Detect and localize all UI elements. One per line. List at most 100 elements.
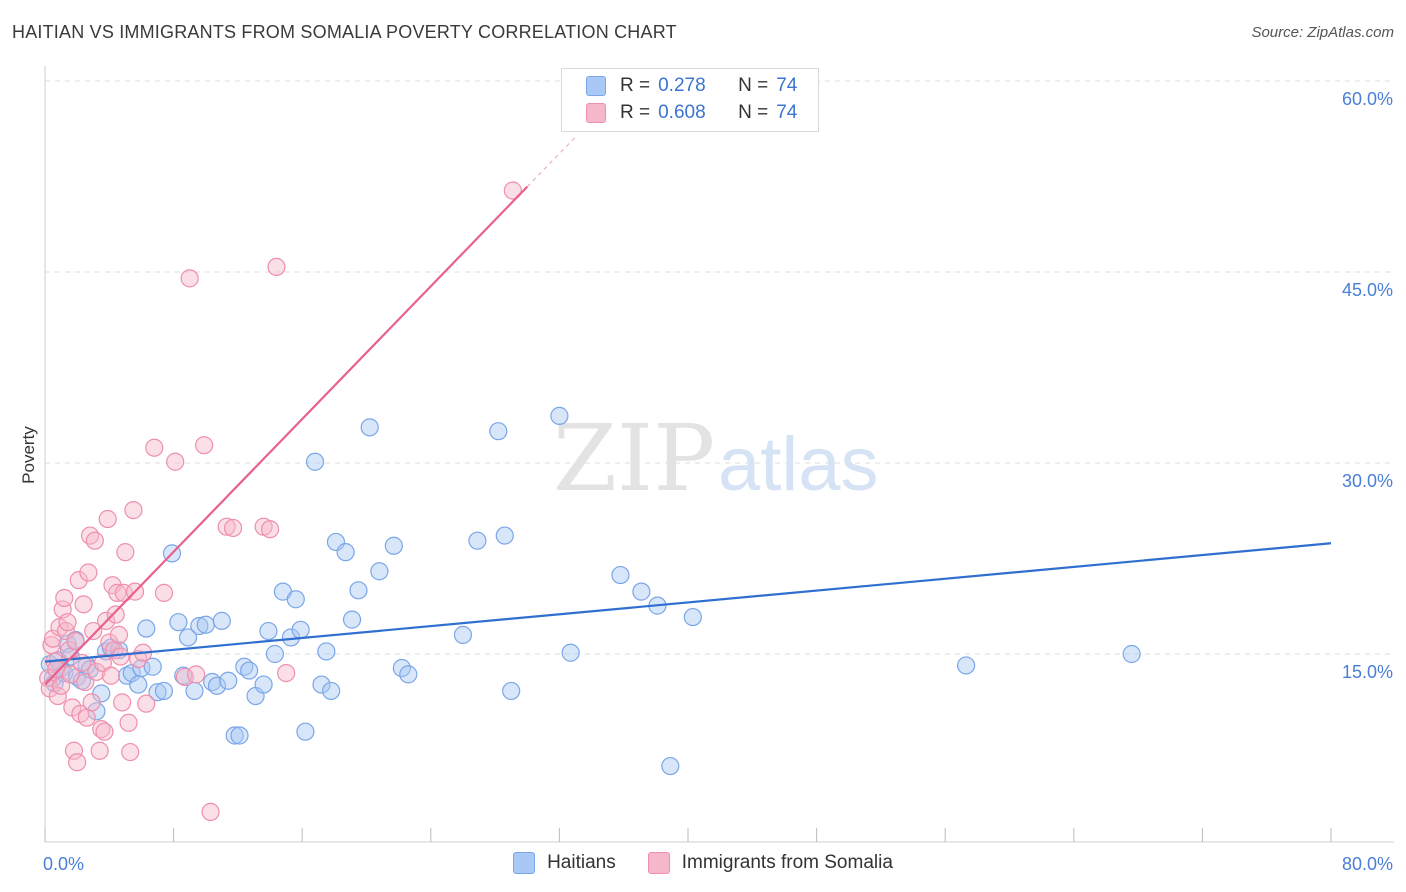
legend-r-value: 0.608 [658, 102, 706, 123]
haitians-point-63 [453, 625, 473, 645]
somalia-trend-extension [526, 136, 576, 188]
haitians-point-49 [296, 722, 315, 741]
somalia-point-56 [154, 583, 174, 602]
pink-swatch [647, 852, 670, 874]
haitians-point-65 [489, 422, 508, 441]
haitians-point-43 [259, 621, 278, 641]
somalia-point-61 [195, 436, 214, 455]
somalia-point-22 [74, 595, 93, 614]
x-tick-label-0: 0.0% [43, 854, 84, 874]
somalia-point-17 [66, 632, 85, 651]
somalia-point-50 [124, 501, 143, 520]
somalia-point-68 [277, 663, 296, 683]
somalia-point-18 [68, 753, 87, 772]
somalia-point-64 [223, 518, 243, 538]
haitians-point-20 [129, 675, 148, 694]
legend-n-label: N = [738, 102, 769, 123]
haitians-point-48 [291, 620, 310, 639]
somalia-point-34 [95, 722, 114, 741]
y-tick-label-2: 45.0% [1342, 280, 1393, 300]
haitians-point-25 [154, 681, 174, 701]
haitians-point-66 [495, 526, 514, 545]
haitians-point-75 [956, 656, 976, 675]
pink-swatch [586, 103, 606, 123]
gridlines [45, 80, 1394, 655]
somalia-point-48 [119, 713, 138, 732]
source-label: Source: ZipAtlas.com [1251, 24, 1394, 41]
haitians-point-64 [468, 531, 487, 550]
somalia-point-69 [503, 181, 522, 200]
haitians-point-37 [225, 726, 244, 745]
haitians-point-40 [240, 661, 259, 680]
somalia-point-12 [58, 613, 77, 632]
y-tick-label-1: 30.0% [1342, 471, 1393, 491]
correlation-legend: R = 0.278 N = 74 R = 0.608 N = 74 [561, 68, 819, 132]
somalia-point-6 [48, 686, 67, 706]
somalia-point-10 [55, 588, 74, 608]
legend-n-value: 74 [776, 102, 798, 123]
somalia-point-31 [90, 741, 109, 760]
axes [44, 66, 1394, 843]
haitians-point-67 [502, 681, 521, 701]
legend-r-value: 0.278 [658, 75, 706, 96]
haitians-point-69 [561, 643, 580, 662]
somalia-point-67 [267, 257, 286, 277]
somalia-point-59 [180, 269, 199, 288]
haitians-point-52 [317, 642, 336, 661]
haitians-point-55 [336, 543, 355, 562]
somalia-point-14 [61, 665, 80, 684]
somalia-point-60 [187, 665, 206, 684]
legend-item-haitians[interactable]: Haitians [513, 852, 616, 874]
watermark-zip: ZIP [553, 405, 715, 512]
somalia-point-55 [145, 438, 164, 457]
haitians-point-60 [384, 536, 403, 555]
somalia-point-45 [113, 693, 132, 712]
somalia-point-47 [116, 543, 135, 562]
haitians-point-27 [169, 613, 188, 632]
somalia-point-19 [69, 571, 88, 590]
haitians-point-44 [265, 644, 284, 664]
haitians-point-35 [212, 611, 231, 630]
somalia-point-25 [79, 563, 98, 582]
haitians-point-51 [312, 675, 331, 694]
haitians-point-24 [148, 683, 167, 702]
haitians-point-73 [661, 756, 680, 776]
haitians-point-76 [1122, 644, 1141, 664]
somalia-point-30 [87, 662, 106, 681]
somalia-point-44 [111, 647, 130, 666]
y-axis-label: Poverty [19, 426, 38, 484]
haitians-point-58 [360, 418, 379, 437]
somalia-point-32 [92, 720, 111, 739]
haitians-point-47 [286, 590, 305, 609]
y-tick-label-3: 60.0% [1342, 89, 1393, 109]
somalia-point-54 [137, 694, 156, 713]
somalia-point-16 [64, 741, 84, 760]
haitians-trend-line [44, 542, 1332, 663]
tick-labels: 15.0% 30.0% 45.0% 60.0% 0.0% 80.0% [43, 89, 1393, 874]
haitians-point-29 [178, 628, 198, 647]
haitians-point-74 [683, 607, 702, 627]
watermark: ZIP atlas [553, 405, 879, 512]
y-tick-label-0: 15.0% [1342, 662, 1393, 682]
somalia-point-58 [175, 667, 194, 687]
haitians-point-31 [190, 616, 209, 636]
somalia-point-29 [85, 531, 104, 550]
legend-row-somalia: R = 0.608 N = 74 [586, 101, 797, 125]
haitians-point-53 [322, 681, 341, 701]
legend-item-somalia[interactable]: Immigrants from Somalia [647, 852, 893, 874]
somalia-point-27 [82, 693, 101, 712]
somalia-point-42 [108, 583, 127, 602]
haitians-point-70 [611, 565, 630, 585]
somalia-point-57 [166, 452, 185, 471]
watermark-atlas: atlas [718, 422, 879, 507]
somalia-point-24 [77, 708, 96, 727]
haitians-point-59 [370, 562, 389, 581]
somalia-point-28 [84, 621, 103, 641]
legend-r-label: R = [620, 75, 651, 96]
x-tick-label-1: 80.0% [1342, 854, 1393, 874]
blue-swatch [513, 852, 536, 874]
somalia-point-41 [106, 605, 125, 624]
somalia-point-63 [217, 517, 236, 536]
somalia-trend-line [44, 185, 529, 686]
